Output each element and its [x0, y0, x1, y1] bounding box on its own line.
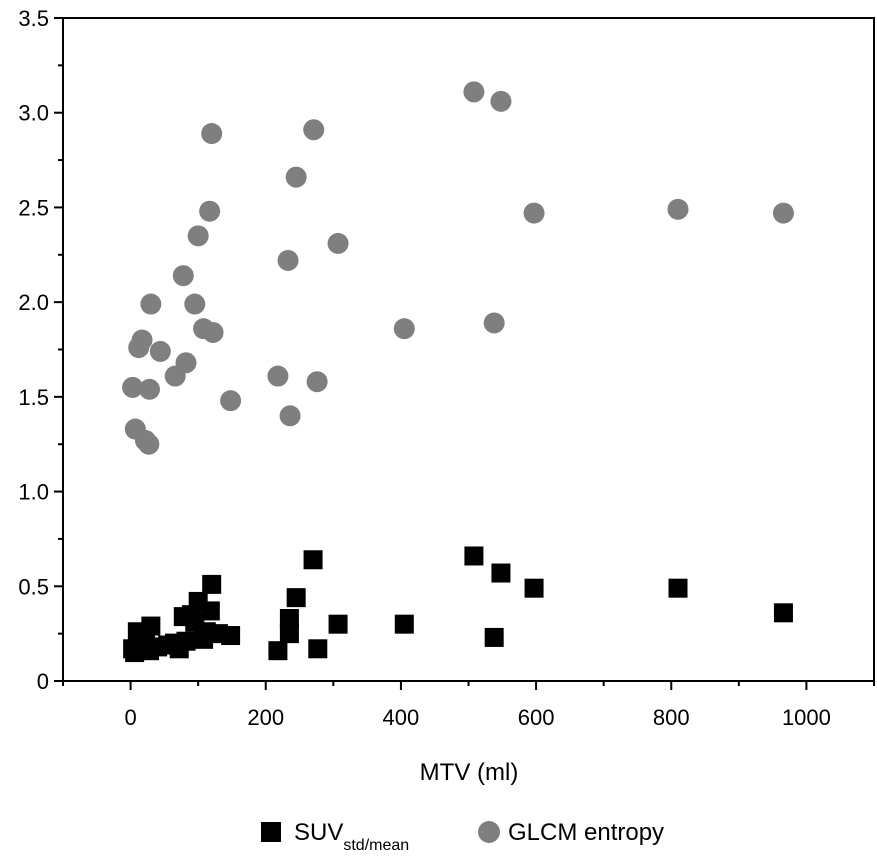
- plot-frame: [62, 17, 875, 682]
- data-point-circle: [220, 390, 242, 412]
- data-point-square: [268, 641, 288, 661]
- data-point-square: [464, 546, 484, 566]
- x-tick-label: 600: [518, 705, 555, 730]
- y-tick-label: 3.0: [18, 101, 49, 126]
- x-tick-label: 800: [653, 705, 690, 730]
- data-point-square: [279, 608, 299, 628]
- legend: SUVstd/mean GLCM entropy: [261, 819, 664, 854]
- data-point-square: [308, 639, 328, 659]
- y-tick-label: 0.5: [18, 574, 49, 599]
- data-point-circle: [122, 376, 144, 398]
- data-point-circle: [285, 166, 307, 188]
- data-point-circle: [138, 433, 160, 455]
- legend-square-marker: [261, 822, 281, 842]
- legend-circle-marker: [478, 821, 500, 843]
- data-point-circle: [523, 202, 545, 224]
- data-point-circle: [327, 232, 349, 254]
- data-point-square: [221, 626, 241, 646]
- data-point-square: [328, 614, 348, 634]
- data-point-circle: [149, 340, 171, 362]
- data-point-circle: [279, 405, 301, 427]
- x-axis: 0 200 400 600 800 1000: [62, 681, 875, 730]
- data-point-circle: [184, 293, 206, 315]
- y-tick-label: 1.0: [18, 480, 49, 505]
- data-point-circle: [202, 321, 224, 343]
- data-point-square: [141, 616, 161, 636]
- data-point-square: [303, 550, 323, 570]
- y-tick-label: 0: [37, 669, 49, 694]
- data-point-circle: [131, 329, 153, 351]
- data-point-square: [200, 601, 220, 621]
- data-point-circle: [172, 265, 194, 287]
- y-tick-label: 2.5: [18, 195, 49, 220]
- data-point-circle: [490, 90, 512, 112]
- data-point-circle: [140, 293, 162, 315]
- data-point-square: [286, 588, 306, 608]
- data-point-square: [202, 574, 222, 594]
- x-axis-title: MTV (ml): [420, 759, 519, 786]
- data-point-square: [279, 624, 299, 644]
- y-axis: 0 0.5 1.0 1.5 2.0 2.5 3.0 3.5: [18, 6, 63, 694]
- data-point-square: [668, 578, 688, 598]
- data-point-circle: [201, 123, 223, 145]
- legend-label-glcm: GLCM entropy: [508, 819, 664, 846]
- data-point-circle: [199, 200, 221, 222]
- data-point-circle: [463, 81, 485, 103]
- data-point-circle: [175, 352, 197, 374]
- data-point-circle: [483, 312, 505, 334]
- series-square: [123, 546, 793, 663]
- data-point-square: [176, 631, 196, 651]
- data-point-square: [524, 578, 544, 598]
- x-tick-label: 0: [124, 705, 136, 730]
- data-point-circle: [187, 225, 209, 247]
- legend-label-suv: SUVstd/mean: [294, 819, 409, 854]
- legend-label-suv-subscript: std/mean: [343, 837, 409, 854]
- data-point-circle: [393, 318, 415, 340]
- data-point-square: [394, 614, 414, 634]
- data-point-circle: [267, 365, 289, 387]
- series-circle: [122, 81, 794, 455]
- x-tick-label: 400: [383, 705, 420, 730]
- data-point-circle: [303, 119, 325, 141]
- series-layer: [122, 81, 794, 663]
- x-tick-label: 1000: [782, 705, 831, 730]
- data-point-circle: [667, 198, 689, 220]
- y-tick-label: 3.5: [18, 6, 49, 31]
- data-point-square: [491, 563, 511, 583]
- y-tick-label: 1.5: [18, 385, 49, 410]
- data-point-circle: [139, 378, 161, 400]
- data-point-circle: [306, 371, 328, 393]
- y-tick-label: 2.0: [18, 290, 49, 315]
- data-point-circle: [277, 249, 299, 271]
- data-point-square: [773, 603, 793, 623]
- x-tick-label: 200: [247, 705, 284, 730]
- data-point-circle: [772, 202, 794, 224]
- data-point-square: [484, 627, 504, 647]
